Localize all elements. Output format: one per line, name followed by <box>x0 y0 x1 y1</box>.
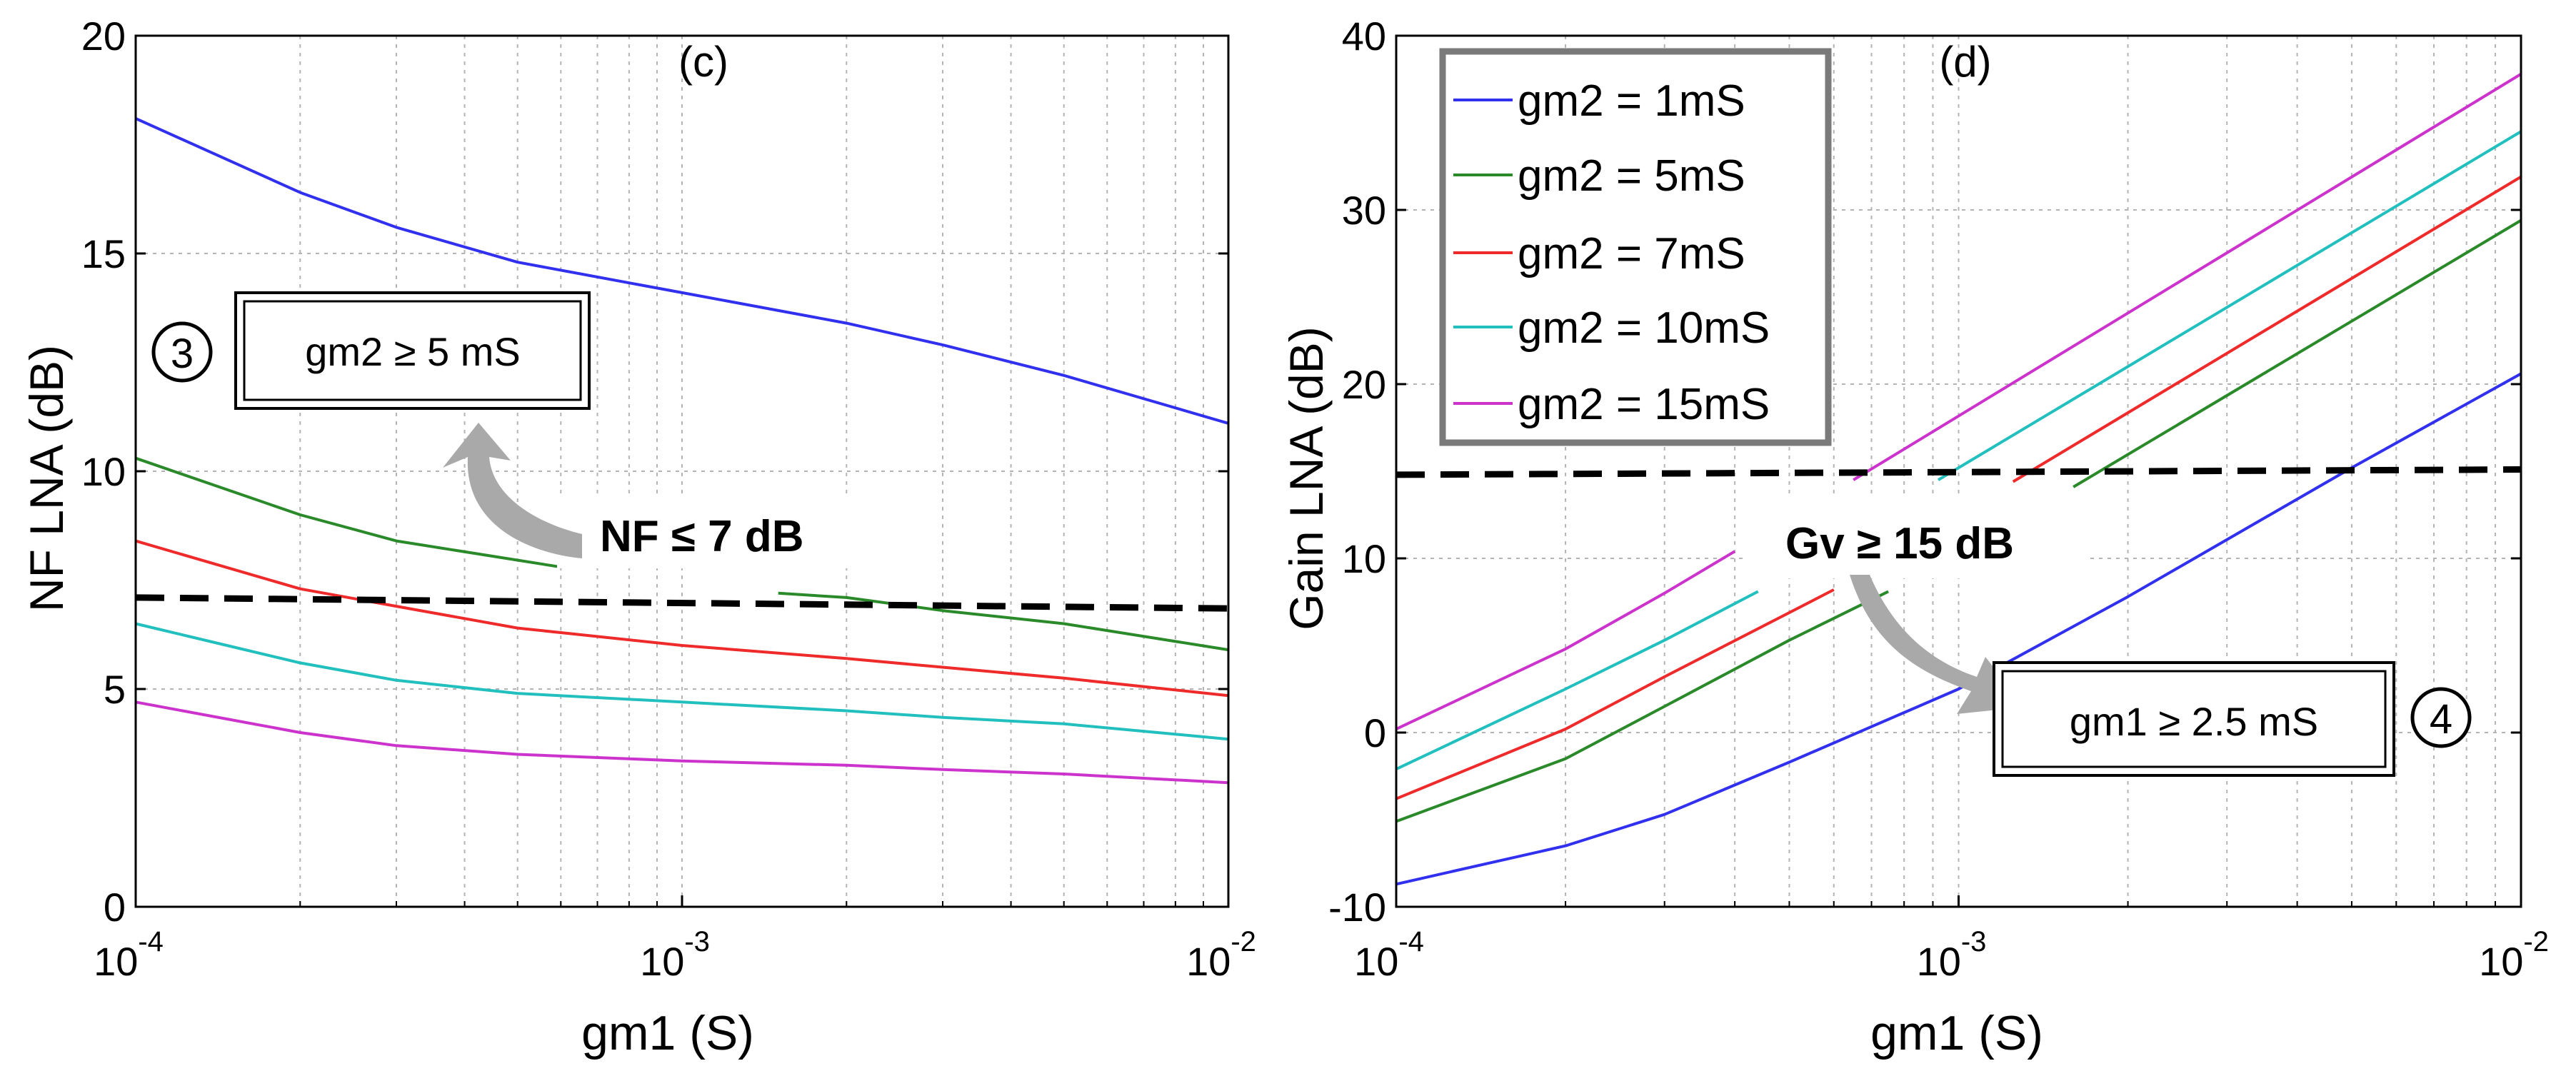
x-tick-label: 10-3 <box>640 926 710 984</box>
gain-callout-box-inner <box>2001 670 2387 768</box>
legend-label-15mS: gm2 = 15mS <box>1518 380 1770 429</box>
legend-label-7mS: gm2 = 7mS <box>1518 229 1745 278</box>
gain-legend: gm2 = 1mS gm2 = 5mS gm2 = 7mS gm2 = 10mS… <box>1439 48 1832 446</box>
gain-x-axis-label: gm1 (S) <box>1870 1006 2043 1060</box>
legend-entry: gm2 = 5mS <box>1453 151 1745 201</box>
legend-entry: gm2 = 1mS <box>1453 76 1745 126</box>
y-tick-label: 20 <box>1342 362 1386 407</box>
legend-label-5mS: gm2 = 5mS <box>1518 151 1745 201</box>
nf-chart: NF ≤ 7 dB 3 gm2 ≥ 5 mS 0 5 10 15 20 10-4 10-3… <box>20 14 1256 1060</box>
x-tick-label: 10-3 <box>1917 926 1987 984</box>
series-line-gm2-10ms <box>135 622 1229 741</box>
x-tick-label: 10-2 <box>2479 926 2549 984</box>
y-tick-label: 10 <box>1342 536 1386 581</box>
series-line-gm2-10ms <box>1937 130 2522 481</box>
gain-callout-text: gm1 ≥ 2.5 mS <box>2070 699 2318 744</box>
y-tick-label: 20 <box>81 14 126 59</box>
series-line-gm2-7ms <box>1395 588 1835 800</box>
gain-x-ticks: 10-4 10-3 10-2 <box>1354 895 2549 984</box>
y-tick-label: 0 <box>1364 710 1386 755</box>
y-tick-label: 30 <box>1342 188 1386 233</box>
nf-x-ticks: 10-4 10-3 10-2 <box>94 895 1256 984</box>
legend-box <box>1439 48 1832 446</box>
nf-threshold-label: NF ≤ 7 dB <box>600 512 803 561</box>
series-line-gm2-1ms <box>1395 372 2522 886</box>
series-line-gm2-5ms <box>778 591 1229 652</box>
nf-callout-box-inner <box>243 300 582 401</box>
series-line-gm2-5ms <box>1395 590 1889 823</box>
nf-panel-label: (c) <box>678 38 728 86</box>
series-line-gm2-15ms <box>135 700 1229 785</box>
y-tick-label: 40 <box>1342 14 1386 59</box>
gain-callout-number-circle <box>2410 687 2472 748</box>
y-tick-label: 10 <box>81 449 126 494</box>
nf-label-mask <box>557 497 857 568</box>
gain-label-mask <box>1743 496 2085 578</box>
series-line-gm2-15ms <box>1853 72 2522 481</box>
legend-entry: gm2 = 10mS <box>1453 303 1770 353</box>
nf-callout-number-circle <box>151 321 213 383</box>
gain-threshold-line <box>1395 466 2522 478</box>
gain-chart: Gv ≥ 15 dB gm1 ≥ 2.5 mS 4 gm2 = 1mS gm2 … <box>1280 14 2549 1060</box>
y-tick-label: 15 <box>81 231 126 276</box>
legend-entry: gm2 = 7mS <box>1453 229 1745 278</box>
gain-callout-box-outer <box>1993 661 2395 777</box>
legend-label-1mS: gm2 = 1mS <box>1518 76 1745 126</box>
series-line-gm2-7ms <box>135 539 1229 698</box>
series-line-gm2-10ms <box>1395 590 1759 771</box>
series-line-gm2-15ms <box>1395 550 1736 730</box>
nf-y-ticks: 0 5 10 15 20 <box>81 14 1228 930</box>
legend-label-10mS: gm2 = 10mS <box>1518 303 1770 353</box>
legend-entry: gm2 = 15mS <box>1453 380 1770 429</box>
gain-series <box>1395 72 2522 886</box>
series-line-gm2-7ms <box>2012 175 2522 483</box>
nf-callout-arrow <box>443 423 582 558</box>
gain-callout-arrow <box>1850 575 2025 714</box>
x-tick-label: 10-4 <box>1354 926 1424 984</box>
nf-callout-box-outer <box>234 291 591 410</box>
nf-series <box>135 117 1229 785</box>
gain-panel-label: (d) <box>1939 38 1991 86</box>
y-tick-label: -10 <box>1328 885 1386 930</box>
y-tick-label: 0 <box>104 885 126 930</box>
gain-threshold-label: Gv ≥ 15 dB <box>1785 519 2014 568</box>
x-tick-label: 10-2 <box>1186 926 1256 984</box>
x-tick-label: 10-4 <box>94 926 164 984</box>
series-line-gm2-5ms <box>135 456 561 569</box>
y-tick-label: 5 <box>104 667 126 712</box>
series-line-gm2-1ms <box>135 117 1229 425</box>
gain-y-axis-label: Gain LNA (dB) <box>1280 326 1333 630</box>
nf-grid <box>136 36 1228 907</box>
nf-threshold-line <box>135 594 1229 612</box>
nf-callout-number: 3 <box>171 331 194 377</box>
nf-callout-text: gm2 ≥ 5 mS <box>305 329 521 374</box>
nf-x-axis-label: gm1 (S) <box>581 1006 754 1060</box>
series-line-gm2-5ms <box>2073 218 2522 488</box>
gain-y-ticks: -10 0 10 20 30 40 <box>1328 14 2521 930</box>
gain-callout-number: 4 <box>2430 696 2452 743</box>
nf-y-axis-label: NF LNA (dB) <box>20 345 73 612</box>
